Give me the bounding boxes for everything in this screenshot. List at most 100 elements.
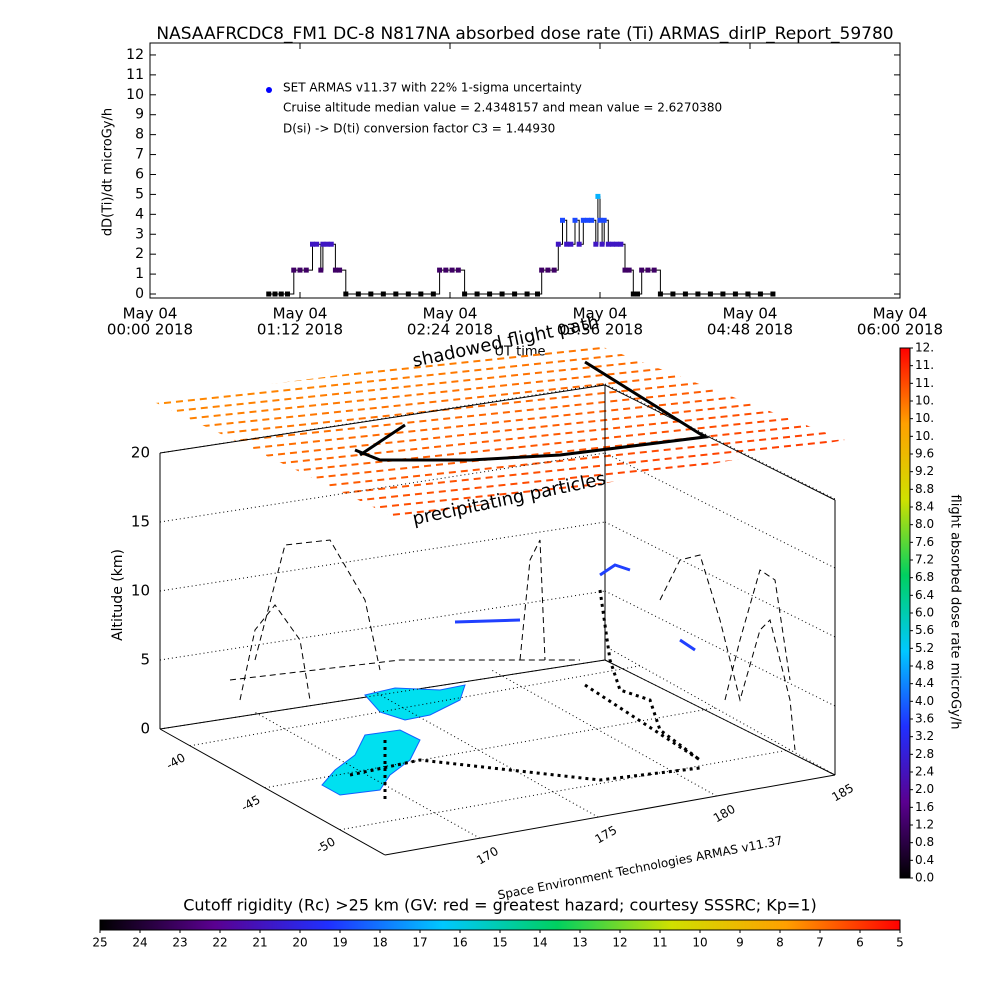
data-point	[449, 267, 455, 273]
colorbar-tick-label: 15	[492, 936, 507, 950]
data-point	[324, 241, 330, 247]
colorbar-tick-label: 11.	[915, 376, 934, 390]
colorbar-tick-label: 4.0	[915, 694, 934, 708]
data-point	[597, 217, 603, 223]
y-tick-label: 8	[135, 127, 144, 143]
y-tick-label: 10	[126, 87, 144, 103]
plot-frame	[149, 42, 901, 299]
colorbar-tick-label: 20	[292, 936, 307, 950]
y-tick-label: -40	[164, 750, 188, 772]
data-point	[720, 291, 726, 297]
colorbar-tick-label: 5.2	[915, 641, 934, 655]
colorbar-tick-label: 10	[692, 936, 707, 950]
colorbar-tick-label: 8	[776, 936, 784, 950]
colorbar-tick-label: 6.0	[915, 606, 934, 620]
data-point	[757, 291, 763, 297]
colorbar-tick-label: 24	[132, 936, 147, 950]
data-point	[564, 241, 570, 247]
z-tick-label: 10	[131, 582, 150, 600]
data-point	[314, 241, 320, 247]
colorbar-tick-label: 2.8	[915, 747, 934, 761]
data-point	[589, 217, 595, 223]
x-tick-label: 01:12 2018	[257, 321, 343, 339]
data-point	[645, 267, 651, 273]
colorbar-tick-label: 2.0	[915, 782, 934, 796]
projection	[239, 539, 381, 701]
grid-line	[604, 659, 836, 776]
data-point	[343, 291, 349, 297]
chart-title: NASAAFRCDC8_FM1 DC-8 N817NA absorbed dos…	[156, 24, 893, 44]
x-tick-label: May 04	[873, 305, 928, 323]
colorbar-title: Cutoff rigidity (Rc) >25 km (GV: red = g…	[183, 896, 817, 915]
data-point	[337, 267, 343, 273]
data-point	[593, 241, 599, 247]
data-point	[639, 267, 645, 273]
colorbar-tick-label: 17	[412, 936, 427, 950]
y-tick-label: 0	[135, 286, 144, 302]
data-point	[618, 241, 624, 247]
grid-line	[609, 648, 836, 776]
z-tick-label: 15	[131, 513, 150, 531]
data-point	[499, 291, 505, 297]
colorbar-tick-label: 2.4	[915, 765, 934, 779]
data-point	[418, 291, 424, 297]
x-tick-label: May 04	[423, 305, 478, 323]
z-tick-label: 0	[140, 720, 150, 738]
data-point	[630, 291, 636, 297]
particle-plane	[150, 342, 845, 520]
data-point	[487, 291, 493, 297]
colorbar-tick-label: 19	[332, 936, 347, 950]
colorbar-tick-label: 8.4	[915, 500, 934, 514]
data-point	[318, 267, 324, 273]
colorbar-tick-label: 12.	[915, 341, 934, 355]
y-tick-label: 1	[135, 266, 144, 282]
colorbar-tick-label: 1.2	[915, 818, 934, 832]
grid-line	[604, 383, 836, 500]
colorbar-tick-label: 18	[372, 936, 387, 950]
data-point	[328, 241, 334, 247]
x-tick-label: 00:00 2018	[107, 321, 193, 339]
y-axis-label: dD(Ti)/dt microGy/h	[101, 108, 116, 236]
data-point	[545, 267, 551, 273]
data-point	[732, 291, 738, 297]
colorbar-tick-label: 9.2	[915, 464, 934, 478]
colorbar-tick-label: 10.	[915, 394, 934, 408]
data-point	[430, 291, 436, 297]
colorbar-tick-label: 0.0	[915, 871, 934, 885]
data-point	[272, 291, 278, 297]
data-point	[605, 241, 611, 247]
colorbar-tick-label: 25	[92, 936, 107, 950]
data-point	[332, 267, 338, 273]
colorbar-tick-label: 3.6	[915, 712, 934, 726]
data-point	[580, 217, 586, 223]
z-tick-label: 5	[140, 651, 150, 669]
colorbar-tick-label: 9	[736, 936, 744, 950]
data-point	[695, 291, 701, 297]
colorbar-tick-label: 7.6	[915, 535, 934, 549]
scene-3d	[150, 342, 845, 856]
data-point	[539, 267, 545, 273]
y-tick-label: 12	[126, 47, 144, 63]
colorbar-tick-label: 7.2	[915, 553, 934, 567]
x-tick-label: May 04	[123, 305, 178, 323]
data-point	[622, 267, 628, 273]
data-point	[474, 291, 480, 297]
data-point	[599, 241, 605, 247]
data-point	[380, 291, 386, 297]
colorbar-tick-label: 14	[532, 936, 547, 950]
y-tick-label: 5	[135, 186, 144, 202]
x-tick-label: May 04	[273, 305, 328, 323]
x-tick-label: May 04	[573, 305, 628, 323]
cutoff-region	[321, 684, 466, 796]
flight-path	[354, 360, 710, 462]
axis-line	[604, 384, 836, 501]
data-point	[601, 217, 607, 223]
colorbar-tick-label: 10.	[915, 411, 934, 425]
colorbar-tick-label: 10.	[915, 429, 934, 443]
y-tick-label: 2	[135, 246, 144, 262]
z-tick-label: 20	[131, 444, 150, 462]
colorbar-title: flight absorbed dose rate microGy/h	[948, 495, 963, 730]
data-point	[614, 241, 620, 247]
data-point	[560, 217, 565, 223]
